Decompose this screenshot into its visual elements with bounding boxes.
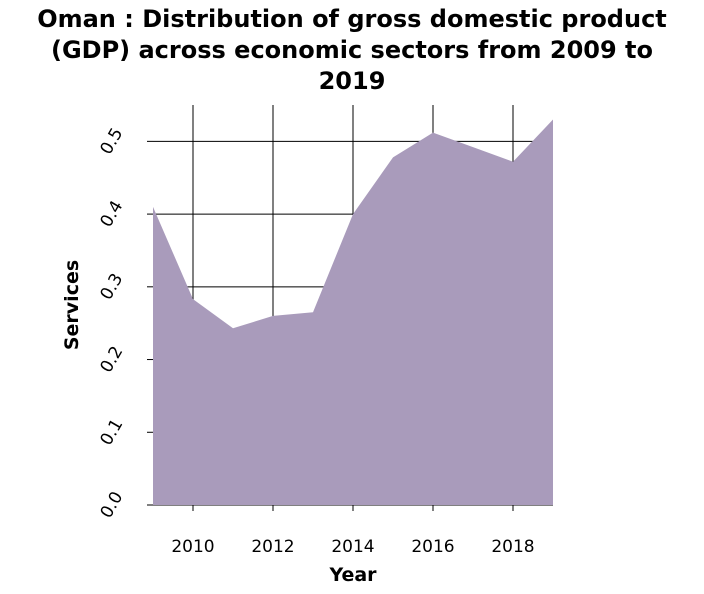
y-tick-label: 0.0: [97, 488, 128, 521]
y-tick-label: 0.1: [97, 416, 128, 449]
x-tick-label: 2014: [331, 537, 374, 557]
x-tick-label: 2010: [171, 537, 214, 557]
y-tick-label: 0.3: [97, 270, 128, 303]
services-area: [153, 119, 553, 505]
x-tick-label: 2018: [491, 537, 534, 557]
x-tick-label: 2012: [251, 537, 294, 557]
chart-title: Oman : Distribution of gross domestic pr…: [0, 4, 704, 97]
x-axis-label: Year: [328, 564, 377, 586]
x-ticks: 2010 2012 2014 2016 2018: [171, 505, 535, 557]
chart-title-line-2: (GDP) across economic sectors from 2009 …: [50, 36, 654, 64]
y-tick-label: 0.4: [97, 197, 128, 230]
y-tick-label: 0.5: [97, 125, 128, 158]
y-ticks: 0.0 0.1 0.2 0.3 0.4 0.5: [97, 125, 153, 522]
y-tick-label: 0.2: [97, 343, 128, 376]
y-axis-label: Services: [61, 260, 83, 350]
chart-title-line-3: 2019: [318, 67, 386, 95]
x-tick-label: 2016: [411, 537, 454, 557]
chart-title-line-1: Oman : Distribution of gross domestic pr…: [37, 5, 667, 33]
